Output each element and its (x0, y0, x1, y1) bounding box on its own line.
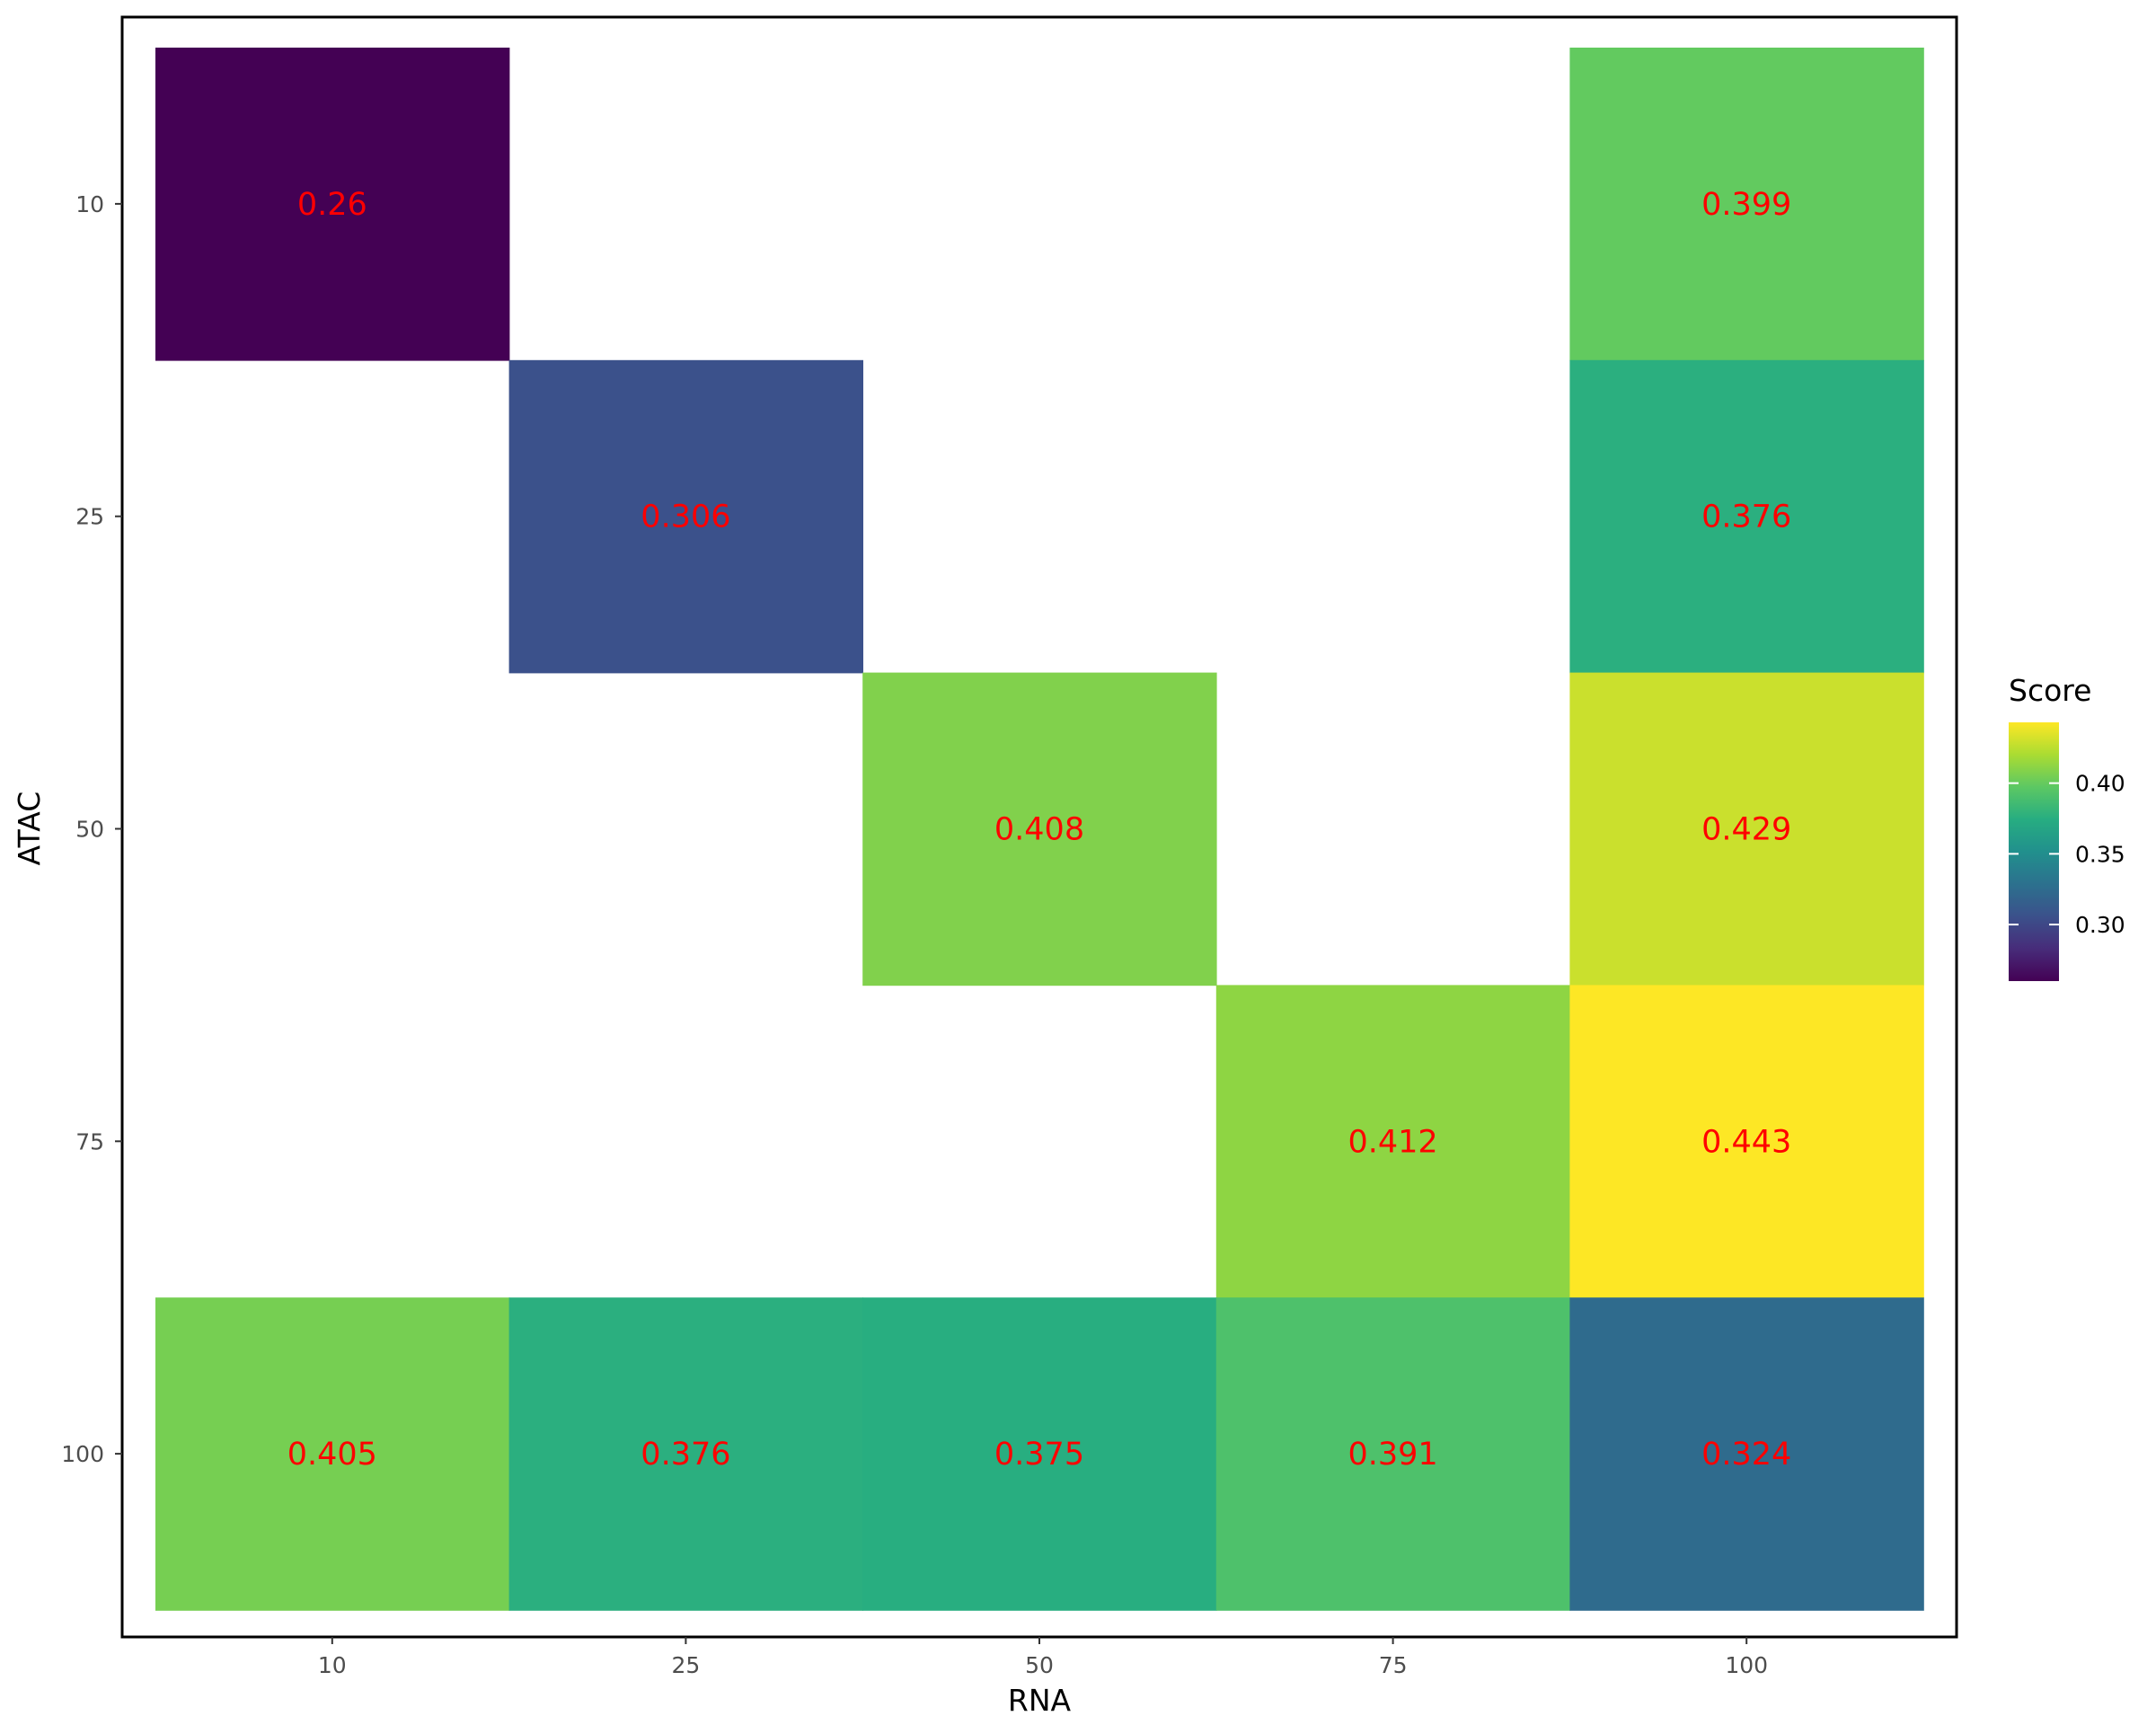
heatmap-cell (508, 359, 863, 674)
x-axis-title: RNA (1008, 1683, 1072, 1718)
cell-value-label: 0.376 (1701, 500, 1791, 535)
legend-tick-label: 0.30 (2075, 912, 2125, 938)
y-tick-label: 25 (75, 504, 104, 530)
y-tick-label: 100 (61, 1441, 104, 1467)
cell-value-label: 0.375 (994, 1437, 1084, 1473)
heatmap-cell (508, 1297, 863, 1611)
cell-value-label: 0.306 (641, 500, 730, 535)
y-axis-title: ATAC (12, 792, 47, 866)
legend-tick-label: 0.40 (2075, 771, 2125, 797)
heatmap-cell (1569, 1297, 1924, 1611)
y-tick-label: 10 (75, 191, 104, 217)
heatmap-cell (155, 1297, 510, 1611)
cell-value-label: 0.429 (1701, 812, 1791, 848)
heatmap-cell (1569, 672, 1924, 986)
x-tick-label: 75 (1379, 1652, 1408, 1678)
cell-labels: 0.26 0.399 0.306 0.376 0.408 0.429 0.412 0.443 0… (287, 187, 1792, 1473)
y-tick-label: 75 (75, 1128, 104, 1154)
x-tick-label: 50 (1025, 1652, 1054, 1678)
cell-value-label: 0.391 (1348, 1437, 1437, 1473)
x-tick-label: 100 (1725, 1652, 1768, 1678)
heatmap-cell (1569, 48, 1924, 361)
legend-colorbar (2009, 722, 2059, 981)
legend-tick-label: 0.35 (2075, 841, 2125, 867)
y-tick-label: 50 (75, 817, 104, 843)
heatmap-cell (1569, 985, 1924, 1298)
legend-ticks: 0.30 0.35 0.40 (2009, 771, 2125, 938)
heatmap-cell (1569, 359, 1924, 674)
legend-title: Score (2009, 673, 2091, 708)
cell-value-label: 0.376 (641, 1437, 730, 1473)
heatmap-cell (862, 672, 1217, 986)
heatmap-cell (862, 1297, 1217, 1611)
x-tick-label: 25 (671, 1652, 700, 1678)
x-axis-ticks: 10 25 50 75 100 (318, 1637, 1768, 1678)
y-axis-ticks: 10 25 50 75 100 (61, 191, 122, 1467)
x-tick-label: 10 (318, 1652, 347, 1678)
cell-value-label: 0.408 (994, 812, 1084, 848)
heatmap-cell (1215, 985, 1571, 1298)
heatmap-cell (1215, 1297, 1571, 1611)
cell-value-label: 0.324 (1701, 1437, 1791, 1473)
cell-value-label: 0.443 (1701, 1124, 1791, 1160)
cell-value-label: 0.399 (1701, 187, 1791, 223)
cell-value-label: 0.405 (287, 1437, 377, 1473)
cell-value-label: 0.412 (1348, 1124, 1437, 1160)
cell-value-label: 0.26 (297, 187, 367, 223)
heatmap-cell (155, 48, 510, 361)
color-legend: Score 0.30 0.35 0.40 (2009, 673, 2125, 981)
heatmap-cells (155, 48, 1924, 1611)
